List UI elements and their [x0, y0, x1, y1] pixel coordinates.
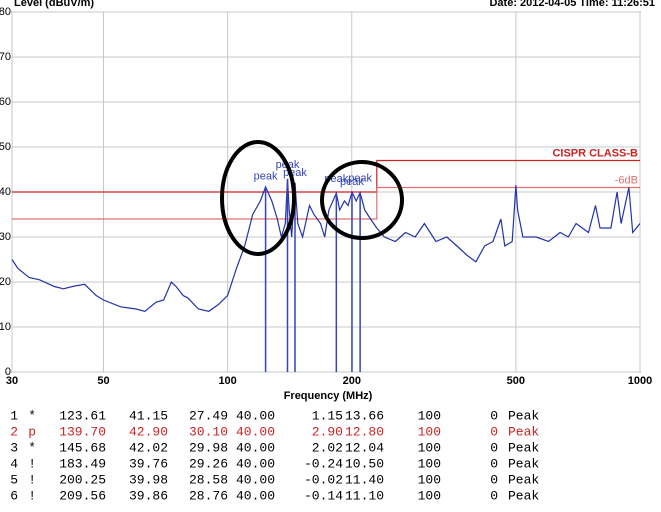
table-cell: 0 — [490, 456, 498, 471]
table-cell: 6 — [10, 488, 18, 503]
y-tick-label: 70 — [0, 51, 11, 63]
peak-label: peak — [348, 173, 372, 185]
table-cell: Peak — [508, 488, 539, 503]
table-cell: 100 — [418, 472, 441, 487]
table-cell: 100 — [418, 456, 441, 471]
table-cell: 4 — [10, 456, 18, 471]
table-cell: 39.76 — [129, 456, 168, 471]
table-cell: 1 — [10, 408, 18, 423]
table-cell: 29.98 — [189, 440, 228, 455]
table-cell: 13.66 — [345, 408, 384, 423]
table-cell: 42.90 — [129, 424, 168, 439]
table-cell: 183.49 — [59, 456, 106, 471]
table-cell: 11.40 — [345, 472, 384, 487]
x-tick-label: 30 — [6, 375, 18, 387]
table-cell: 28.58 — [189, 472, 228, 487]
table-cell: 2.90 — [312, 424, 343, 439]
table-cell: 42.02 — [129, 440, 168, 455]
trace-line — [11, 178, 641, 312]
table-cell: 27.49 — [189, 408, 228, 423]
table-cell: 100 — [418, 408, 441, 423]
table-cell: 29.26 — [189, 456, 228, 471]
table-cell: 0 — [490, 440, 498, 455]
table-cell: Peak — [508, 440, 539, 455]
table-cell: 100 — [418, 440, 441, 455]
table-cell: 30.10 — [189, 424, 228, 439]
table-cell: 41.15 — [129, 408, 168, 423]
table-cell: 40.00 — [236, 456, 275, 471]
table-cell: 2.02 — [312, 440, 343, 455]
y-tick-label: 20 — [0, 276, 11, 288]
table-cell: 2 — [10, 424, 18, 439]
peak-label: peak — [340, 176, 364, 188]
table-cell: 40.00 — [236, 408, 275, 423]
table-cell: 100 — [418, 424, 441, 439]
table-cell: 40.00 — [236, 424, 275, 439]
table-cell: -0.14 — [304, 488, 343, 503]
table-cell: -0.24 — [304, 456, 343, 471]
table-cell: * — [28, 440, 36, 455]
table-cell: Peak — [508, 408, 539, 423]
table-cell: 40.00 — [236, 472, 275, 487]
x-tick-label: 100 — [218, 375, 236, 387]
limit-label: CISPR CLASS-B — [552, 147, 638, 159]
table-cell: 209.56 — [59, 488, 106, 503]
y-tick-label: 50 — [0, 141, 11, 153]
header-date: Date: 2012-04-05 Time: 11:26:51 — [489, 0, 655, 9]
limit-label: -6dB — [615, 174, 638, 186]
y-tick-label: 0 — [5, 366, 11, 378]
table-cell: 139.70 — [59, 424, 106, 439]
table-cell: ! — [28, 472, 36, 487]
table-cell: 10.50 — [345, 456, 384, 471]
y-tick-label: 40 — [0, 186, 11, 198]
table-cell: 1.15 — [312, 408, 343, 423]
table-cell: 0 — [490, 472, 498, 487]
table-cell: Peak — [508, 456, 539, 471]
table-cell: 12.04 — [345, 440, 384, 455]
table-cell: 40.00 — [236, 440, 275, 455]
peak-label: peak — [254, 171, 278, 183]
x-tick-label: 500 — [507, 375, 525, 387]
table-cell: 0 — [490, 488, 498, 503]
x-tick-label: 1000 — [628, 375, 652, 387]
table-cell: ! — [28, 488, 36, 503]
y-tick-label: 80 — [0, 6, 11, 18]
table-cell: 5 — [10, 472, 18, 487]
x-tick-label: 50 — [97, 375, 109, 387]
x-tick-label: 200 — [343, 375, 361, 387]
table-cell: 40.00 — [236, 488, 275, 503]
table-cell: -0.02 — [304, 472, 343, 487]
y-tick-label: 10 — [0, 321, 11, 333]
limit-line — [12, 159, 640, 193]
y-tick-label: 60 — [0, 96, 11, 108]
table-cell: 39.86 — [129, 488, 168, 503]
table-cell: * — [28, 408, 36, 423]
table-cell: 200.25 — [59, 472, 106, 487]
annotation-ellipse — [220, 140, 296, 256]
table-cell: 3 — [10, 440, 18, 455]
annotation-ellipse — [320, 160, 404, 240]
table-cell: 123.61 — [59, 408, 106, 423]
table-cell: 28.76 — [189, 488, 228, 503]
table-cell: 11.10 — [345, 488, 384, 503]
table-cell: 145.68 — [59, 440, 106, 455]
table-cell: 0 — [490, 408, 498, 423]
table-cell: ! — [28, 456, 36, 471]
table-cell: 12.80 — [345, 424, 384, 439]
table-cell: Peak — [508, 424, 539, 439]
y-axis-label: Level (dBuV/m) — [14, 0, 94, 9]
table-cell: 0 — [490, 424, 498, 439]
table-cell: 100 — [418, 488, 441, 503]
y-tick-label: 30 — [0, 231, 11, 243]
x-axis-label: Frequency (MHz) — [284, 390, 373, 402]
table-cell: p — [28, 424, 36, 439]
table-cell: 39.98 — [129, 472, 168, 487]
limit-line — [12, 186, 640, 220]
table-cell: Peak — [508, 472, 539, 487]
